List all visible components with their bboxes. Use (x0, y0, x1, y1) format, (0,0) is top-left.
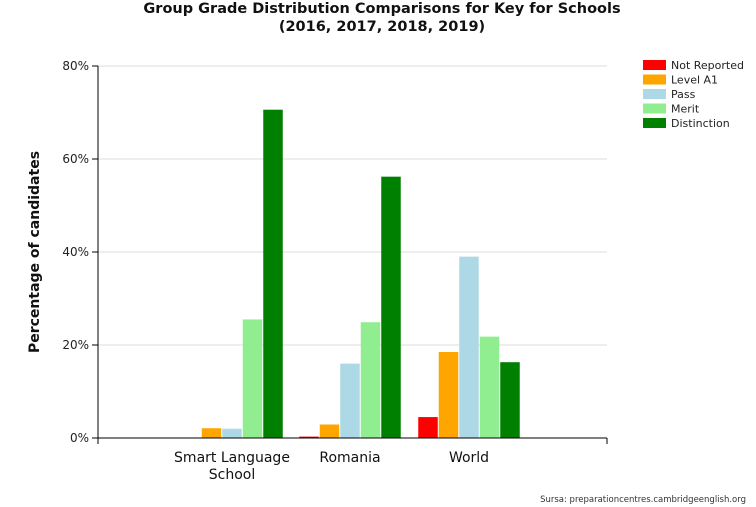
bar-merit (479, 336, 500, 438)
bars (201, 109, 520, 439)
legend-label: Distinction (671, 117, 730, 130)
legend-swatch (643, 89, 666, 99)
bar-level-a1 (201, 428, 222, 438)
legend-label: Merit (671, 103, 700, 116)
bar-not-reported (418, 417, 438, 438)
legend-label: Level A1 (671, 74, 718, 87)
legend-swatch (643, 118, 666, 128)
bar-distinction (381, 176, 401, 439)
chart-subtitle: (2016, 2017, 2018, 2019) (279, 19, 485, 35)
bar-not-reported (299, 436, 319, 438)
y-tick-labels: 0% 20% 40% 60% 80% (62, 59, 98, 445)
bar-distinction (500, 362, 520, 438)
y-tick-label: 40% (62, 245, 89, 259)
y-tick-label: 60% (62, 152, 89, 166)
legend-label: Not Reported (671, 59, 744, 72)
bar-pass (222, 428, 242, 438)
legend-label: Pass (671, 88, 696, 101)
bar-pass (459, 256, 479, 438)
bar-distinction (263, 109, 283, 439)
grid-lines (98, 65, 607, 346)
legend-swatch (643, 74, 666, 85)
y-tick-label: 20% (62, 338, 89, 352)
x-category-label: Romania (319, 450, 380, 466)
legend-swatch (643, 103, 666, 114)
bar-level-a1 (319, 424, 340, 438)
y-axis-title: Percentage of candidates (27, 151, 43, 353)
source-note: Sursa: preparationcentres.cambridgeengli… (540, 495, 746, 505)
y-tick-label: 80% (62, 59, 89, 73)
bar-merit (242, 319, 263, 438)
category-labels: Smart Language School Romania World (174, 450, 489, 483)
bar-level-a1 (438, 351, 459, 438)
y-tick-label: 0% (70, 431, 89, 445)
bar-pass (340, 363, 360, 438)
chart-title: Group Grade Distribution Comparisons for… (143, 1, 620, 17)
legend-swatch (643, 60, 666, 70)
x-category-label: Smart Language School (174, 450, 290, 483)
x-category-label: World (449, 450, 489, 466)
bar-merit (360, 322, 381, 438)
